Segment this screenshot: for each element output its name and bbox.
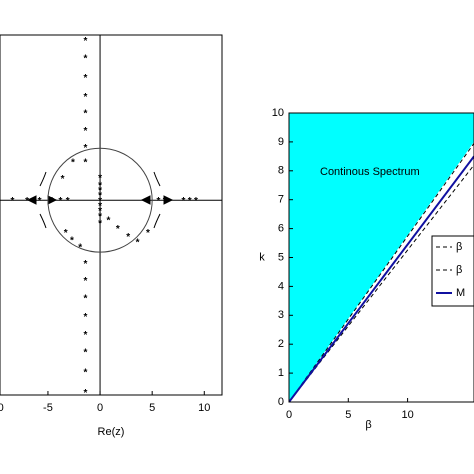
point: * (163, 196, 167, 207)
x-tick-label: 10 (401, 409, 413, 421)
plot-area: ******************* * * * * ******* *** * ******… (0, 35, 222, 399)
point: * (64, 228, 68, 239)
arrow-curve (153, 171, 161, 187)
y-tick-label: 8 (278, 165, 284, 177)
point: * (78, 243, 82, 254)
point: * (98, 211, 102, 222)
point: * (84, 109, 88, 120)
x-axis-label: Re(z) (98, 426, 125, 438)
x-axis-label: β (365, 419, 371, 431)
axes-frame (0, 34, 223, 396)
legend-label: M (456, 287, 465, 299)
x-tick-label: -5 (43, 402, 53, 414)
point: * (98, 196, 102, 207)
series-line (289, 155, 474, 402)
y-tick-label: 2 (278, 338, 284, 350)
point: * (25, 196, 29, 207)
point: * (84, 348, 88, 359)
y-tick-label: 9 (278, 136, 284, 148)
point: * (84, 126, 88, 137)
point: * (84, 259, 88, 270)
point: * (146, 228, 150, 239)
point: * (38, 196, 42, 207)
point: * (181, 196, 185, 207)
circle (47, 147, 153, 253)
point: * (71, 157, 75, 168)
y-tick-label: 1 (278, 367, 284, 379)
point: * (136, 237, 140, 248)
axes-frame (288, 112, 474, 403)
point: * (84, 157, 88, 168)
point: * (194, 196, 198, 207)
point: * (84, 36, 88, 47)
point: * (98, 185, 102, 196)
point: * (106, 216, 110, 227)
point: * (98, 180, 102, 191)
point: * (116, 224, 120, 235)
point: * (50, 196, 54, 207)
legend-label: β (456, 241, 462, 253)
x-tick-label: 5 (149, 402, 155, 414)
y-tick-label: 6 (278, 223, 284, 235)
point: * (61, 174, 65, 185)
point: * (84, 143, 88, 154)
x-tick-label: 10 (198, 402, 210, 414)
point: * (84, 367, 88, 378)
point: * (98, 219, 102, 230)
legend-box (431, 235, 474, 307)
point: * (98, 201, 102, 212)
point: * (126, 232, 130, 243)
point: * (11, 196, 15, 207)
plot-area (289, 113, 474, 402)
x-tick-label: 0 (97, 402, 103, 414)
point: * (84, 276, 88, 287)
x-tick-label: 5 (345, 409, 351, 421)
y-tick-label: 10 (272, 107, 284, 119)
spectrum-region (289, 113, 474, 402)
x-tick-label: 0 (286, 409, 292, 421)
point: * (98, 191, 102, 202)
y-tick-label: 3 (278, 309, 284, 321)
y-tick-label: 0 (278, 396, 284, 408)
point: * (84, 312, 88, 323)
arrow-curve (39, 171, 47, 187)
point: * (66, 196, 70, 207)
point: * (58, 196, 62, 207)
point: * (70, 235, 74, 246)
y-tick-label: 5 (278, 251, 284, 263)
point: * (146, 196, 150, 207)
legend: ββM (431, 235, 474, 307)
y-axis-label: k (259, 251, 265, 263)
point: * (84, 293, 88, 304)
y-tick-label: 4 (278, 280, 284, 292)
arrow-curve (153, 213, 161, 229)
point: * (98, 206, 102, 217)
point: * (84, 92, 88, 103)
point: * (84, 53, 88, 64)
arrow-curve (39, 213, 47, 229)
point: * (156, 196, 160, 207)
point: * (98, 173, 102, 184)
y-tick-label: 7 (278, 194, 284, 206)
x-tick-label: -10 (0, 402, 4, 414)
point: * (84, 388, 88, 399)
legend-label: β (456, 264, 462, 276)
annotation: Continous Spectrum (320, 166, 420, 178)
point: * (84, 73, 88, 84)
point: * (84, 330, 88, 341)
point: * (188, 196, 192, 207)
